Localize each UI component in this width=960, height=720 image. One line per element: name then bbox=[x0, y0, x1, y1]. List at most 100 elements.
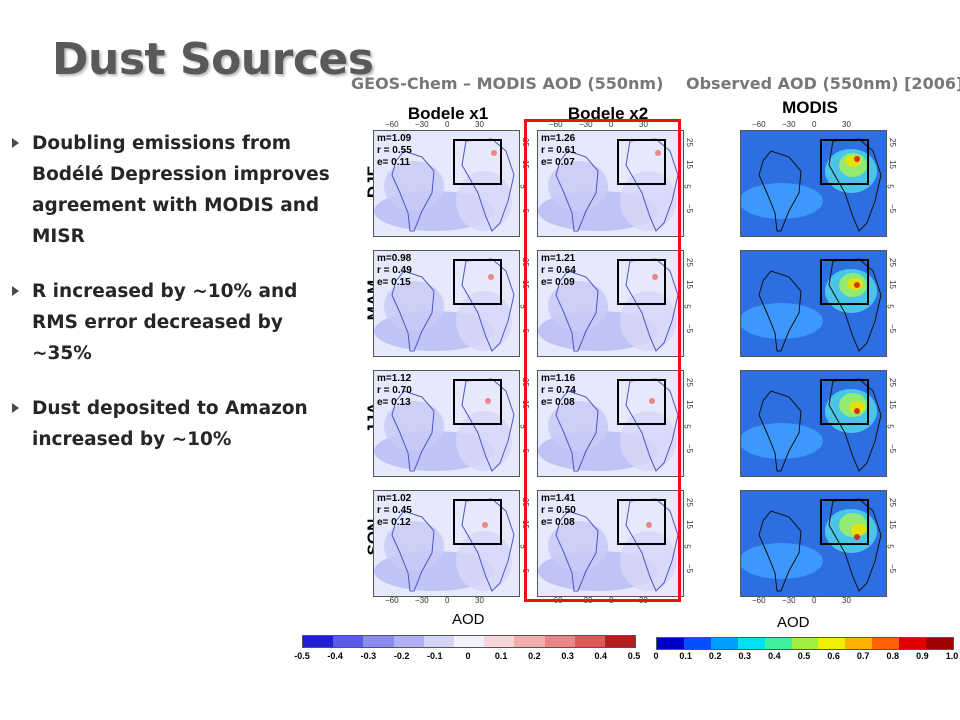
column-title-modis: MODIS bbox=[782, 98, 838, 117]
stat-e: e= 0.13 bbox=[377, 397, 411, 408]
lat-tick-label: 15 bbox=[887, 400, 897, 409]
map-panel-modis-mam bbox=[740, 250, 887, 357]
bullet-list: Doubling emissions from Bodélé Depressio… bbox=[10, 128, 340, 479]
lat-tick-label: 5 bbox=[885, 544, 895, 549]
lon-tick-label: 0 bbox=[445, 596, 450, 605]
colorbar-tick-label: 0.3 bbox=[738, 651, 752, 661]
map-image bbox=[538, 251, 683, 356]
lon-tick-label: 30 bbox=[842, 120, 851, 129]
colorbar-swatch bbox=[484, 636, 515, 647]
region-inset-box bbox=[617, 499, 666, 545]
lon-tick-label: −60 bbox=[752, 596, 766, 605]
lat-tick-label: 25 bbox=[684, 378, 694, 387]
lon-tick-label: 0 bbox=[445, 120, 450, 129]
lon-tick-label: −30 bbox=[782, 596, 796, 605]
colorbar-swatch bbox=[514, 636, 545, 647]
stat-r: r = 0.74 bbox=[541, 385, 576, 396]
stat-m: m=1.16 bbox=[541, 373, 576, 384]
lat-tick-label: 15 bbox=[684, 520, 694, 529]
panel-stats: m=0.98 r = 0.49 e= 0.15 bbox=[377, 253, 412, 289]
region-inset-box bbox=[617, 139, 666, 185]
column-title-x2: Bodele x2 bbox=[567, 104, 649, 123]
lat-tick-label: 25 bbox=[887, 138, 897, 147]
stat-r: r = 0.64 bbox=[541, 265, 576, 276]
stat-m: m=1.26 bbox=[541, 133, 576, 144]
lon-tick-label: −30 bbox=[579, 120, 593, 129]
lon-tick-label: 0 bbox=[609, 120, 614, 129]
stat-r: r = 0.49 bbox=[377, 265, 412, 276]
colorbar-tick-label: 0.1 bbox=[679, 651, 692, 661]
region-inset-box bbox=[820, 139, 869, 185]
map-panel-x1-mam: m=0.98 r = 0.49 e= 0.15 bbox=[373, 250, 520, 357]
header-model: GEOS-Chem – MODIS AOD (550nm) bbox=[351, 74, 664, 93]
colorbar-tick-label: 0.5 bbox=[627, 651, 641, 661]
colorbar-tick-label: 0.2 bbox=[708, 651, 722, 661]
lat-tick-label: −5 bbox=[888, 323, 898, 334]
highlight-box bbox=[524, 119, 681, 602]
colorbar-tick-label: -0.3 bbox=[360, 651, 377, 661]
lon-tick-label: −60 bbox=[385, 120, 399, 129]
bullet-item: Dust deposited to Amazon increased by ~1… bbox=[10, 393, 340, 455]
stat-r: r = 0.70 bbox=[377, 385, 412, 396]
bullet-item: R increased by ~10% and RMS error decrea… bbox=[10, 276, 340, 369]
colorbar-tick-label: -0.2 bbox=[393, 651, 410, 661]
colorbar-tick-label: 0.5 bbox=[797, 651, 811, 661]
colorbar-tick-label: 0.4 bbox=[768, 651, 781, 661]
stat-e: e= 0.08 bbox=[541, 517, 575, 528]
bullet-text: Doubling emissions from Bodélé Depressio… bbox=[32, 133, 330, 247]
map-panel-x2-jja: m=1.16 r = 0.74 e= 0.08 bbox=[537, 370, 684, 477]
lon-tick-label: 0 bbox=[812, 596, 817, 605]
panel-stats: m=1.02 r = 0.45 e= 0.12 bbox=[377, 493, 412, 529]
region-inset-box bbox=[453, 379, 502, 425]
colorbar-tick-label: 0 bbox=[653, 651, 659, 661]
stat-m: m=1.02 bbox=[377, 493, 412, 504]
map-panel-x1-son: m=1.02 r = 0.45 e= 0.12 bbox=[373, 490, 520, 597]
region-inset-box bbox=[617, 379, 666, 425]
map-image bbox=[374, 131, 519, 236]
lat-tick-label: 5 bbox=[682, 544, 692, 549]
stat-r: r = 0.50 bbox=[541, 505, 576, 516]
colorbar-swatch bbox=[574, 636, 605, 647]
colorbar-tick-label: 0.6 bbox=[827, 651, 840, 661]
region-inset-box bbox=[820, 259, 869, 305]
colorbar-swatch bbox=[423, 636, 454, 647]
lat-tick-label: 25 bbox=[887, 498, 897, 507]
lon-tick-label: −30 bbox=[415, 596, 429, 605]
header-observed: Observed AOD (550nm) [2006] bbox=[686, 74, 960, 93]
lat-tick-label: 15 bbox=[887, 160, 897, 169]
map-panel-modis-jja bbox=[740, 370, 887, 477]
colorbar-swatch bbox=[845, 638, 873, 649]
lat-tick-label: −5 bbox=[685, 323, 695, 334]
lon-tick-label: −60 bbox=[752, 120, 766, 129]
map-image bbox=[374, 251, 519, 356]
stat-m: m=1.09 bbox=[377, 133, 412, 144]
aod-label-observed: AOD bbox=[777, 614, 810, 631]
stat-e: e= 0.12 bbox=[377, 517, 411, 528]
lat-tick-label: 15 bbox=[684, 160, 694, 169]
lon-tick-label: 30 bbox=[639, 120, 648, 129]
colorbar-tick-label: 0.2 bbox=[528, 651, 541, 661]
map-panel-x2-son: m=1.41 r = 0.50 e= 0.08 bbox=[537, 490, 684, 597]
colorbar-swatch bbox=[363, 636, 394, 647]
colorbar-swatch bbox=[683, 638, 711, 649]
colorbar-tick-label: 0.3 bbox=[561, 651, 574, 661]
lon-tick-label: 0 bbox=[812, 120, 817, 129]
bullet-text: Dust deposited to Amazon increased by ~1… bbox=[32, 398, 308, 450]
lat-tick-label: 5 bbox=[682, 424, 692, 429]
lat-tick-label: 5 bbox=[682, 304, 692, 309]
stat-e: e= 0.15 bbox=[377, 277, 411, 288]
lon-tick-label: 30 bbox=[842, 596, 851, 605]
lat-tick-label: −5 bbox=[888, 443, 898, 454]
colorbar-tick-label: 1.0 bbox=[945, 651, 959, 661]
stat-e: e= 0.09 bbox=[541, 277, 575, 288]
lat-tick-label: 25 bbox=[684, 498, 694, 507]
map-panel-x1-jja: m=1.12 r = 0.70 e= 0.13 bbox=[373, 370, 520, 477]
bullet-text: R increased by ~10% and RMS error decrea… bbox=[32, 281, 298, 364]
colorbar-tick-label: -0.5 bbox=[294, 651, 310, 661]
bullet-arrow-icon bbox=[12, 138, 19, 148]
difference-colorbar bbox=[302, 635, 636, 648]
lat-tick-label: 5 bbox=[885, 304, 895, 309]
lon-tick-label: −60 bbox=[385, 596, 399, 605]
lat-tick-label: 5 bbox=[682, 184, 692, 189]
panel-stats: m=1.16 r = 0.74 e= 0.08 bbox=[541, 373, 576, 409]
